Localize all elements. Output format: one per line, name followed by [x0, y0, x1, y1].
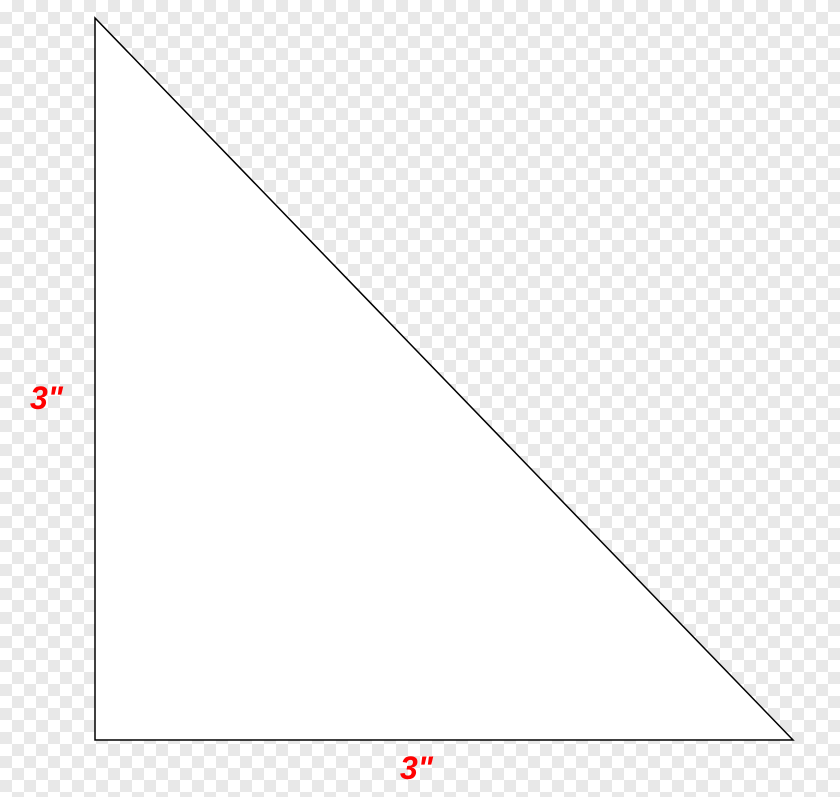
- right-triangle-shape: [95, 18, 793, 740]
- bottom-side-dimension-label: 3": [400, 750, 433, 787]
- triangle-diagram: [0, 0, 840, 797]
- left-side-dimension-label: 3": [30, 380, 63, 417]
